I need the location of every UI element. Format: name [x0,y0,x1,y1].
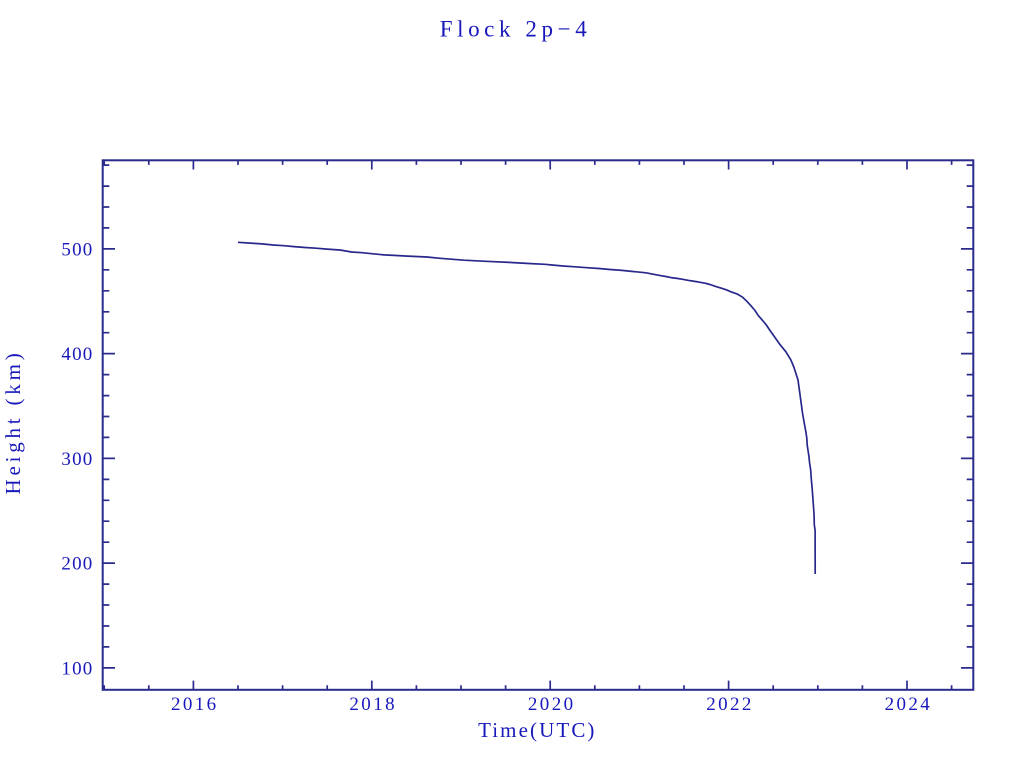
svg-text:100: 100 [61,658,93,679]
svg-text:Time(UTC): Time(UTC) [478,718,596,742]
svg-text:Height (km): Height (km) [1,349,25,494]
svg-text:2020: 2020 [528,694,576,715]
svg-text:2024: 2024 [885,694,933,715]
svg-text:2018: 2018 [349,694,397,715]
svg-text:2016: 2016 [171,694,219,715]
svg-text:400: 400 [61,344,93,365]
svg-text:500: 500 [61,239,93,260]
svg-text:2022: 2022 [706,694,754,715]
svg-text:Flock 2p−4: Flock 2p−4 [440,17,592,42]
svg-text:300: 300 [61,449,93,470]
svg-text:200: 200 [61,554,93,575]
